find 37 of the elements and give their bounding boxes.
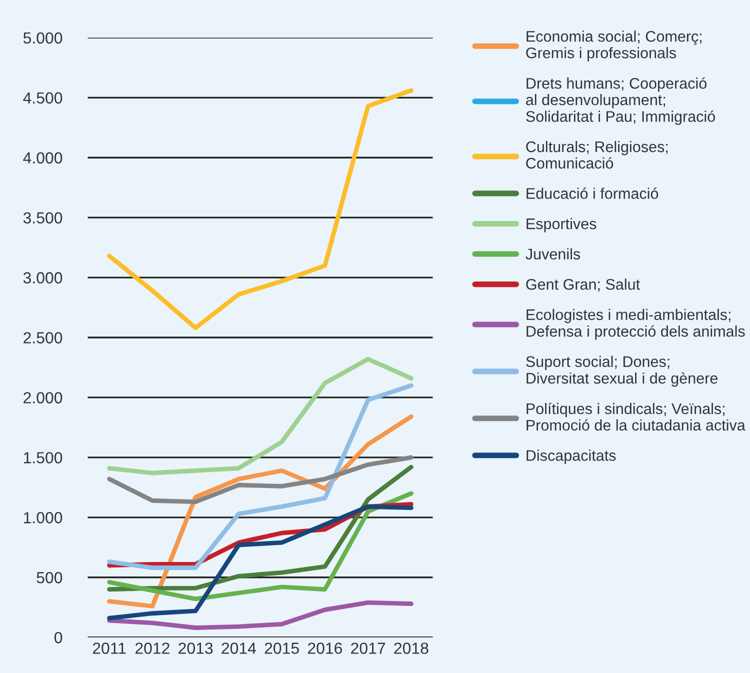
legend-label: Educació i formació (526, 188, 658, 199)
x-tick-label: 2012 (135, 642, 170, 654)
line-series (107, 88, 414, 330)
y-tick-label: 4.000 (23, 152, 62, 164)
y-tick-label: 1.000 (24, 512, 62, 524)
y-tick-label: 2.000 (24, 392, 62, 404)
legend-label: Ecologistes i medi-ambientals; Defensa i protecció dels animals (526, 308, 745, 340)
legend-label: Juvenils (526, 248, 580, 260)
legend-label: Economia social; Comerç; Gremis i professionals (526, 30, 702, 62)
y-tick-label: 1.500 (24, 452, 62, 464)
y-tick-label: 2.500 (24, 332, 62, 344)
legend-label: Polítiques i sindicals; Veïnals; Promoció de la ciutadania activa (526, 402, 746, 431)
line-series (107, 491, 414, 602)
y-tick-label: 3.000 (23, 272, 62, 284)
line-series (107, 600, 414, 630)
y-tick-label: 500 (36, 572, 62, 584)
legend-label: Discapacitats (526, 450, 616, 464)
legend-label: Suport social; Dones; Diversitat sexual i de gènere (526, 356, 718, 387)
line-series (107, 504, 414, 620)
x-tick-label: 2013 (178, 642, 213, 654)
y-tick-label: 3.500 (23, 212, 62, 224)
x-tick-label: 2014 (222, 642, 256, 654)
line-series (107, 455, 414, 504)
legend-label: Gent Gran; Salut (526, 278, 640, 292)
x-tick-label: 2016 (308, 642, 342, 654)
legend-label: Esportives (526, 218, 596, 232)
line-series (107, 356, 414, 476)
x-tick-label: 2011 (92, 642, 126, 654)
legend-label: Culturals; Religioses; Comunicació (526, 140, 668, 169)
x-tick-label: 2015 (264, 642, 299, 654)
y-tick-label: 5.000 (23, 32, 62, 44)
legend-label: Drets humans; Cooperació al desenvolupament; Solidaritat i Pau; Immigració (526, 77, 715, 125)
y-tick-label: 0 (54, 632, 62, 644)
x-tick-label: 2018 (394, 642, 428, 654)
line-series (107, 383, 414, 570)
y-tick-label: 4.500 (23, 92, 62, 104)
x-tick-label: 2017 (351, 642, 386, 654)
